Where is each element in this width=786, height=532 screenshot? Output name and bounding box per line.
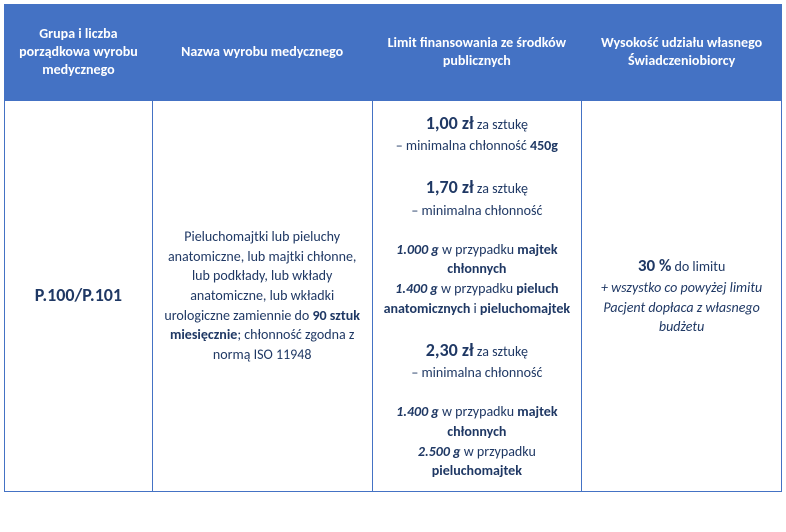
limit2-price: 1,70 zł	[426, 176, 474, 198]
group-code: P.100/P.101	[35, 284, 122, 306]
product-name-cell: Pieluchomajtki lub pieluchy anatomiczne,…	[152, 100, 372, 491]
limit3-d2-g: 2.500 g	[418, 443, 461, 460]
limit-row-1: 1,00 zł za sztukę – minimalna chłonność …	[373, 101, 582, 166]
limit-cell-1: 1,00 zł za sztukę – minimalna chłonność …	[373, 101, 582, 166]
limit3-per: za sztukę	[474, 343, 528, 360]
limit-row-2: 1,70 zł za sztukę – minimalna chłonność …	[373, 165, 582, 328]
limit2-d1-g: 1.000 g	[396, 241, 439, 258]
limit2-d2-txt: w przypadku	[438, 280, 516, 297]
limit2-per: za sztukę	[474, 180, 528, 197]
limit-row-3: 2,30 zł za sztukę – minimalna chłonność …	[373, 328, 582, 491]
body-row: P.100/P.101 Pieluchomajtki lub pieluchy …	[5, 100, 782, 491]
limits-cell: 1,00 zł za sztukę – minimalna chłonność …	[372, 100, 582, 491]
limit2-d2-bold2: pieluchomajtek	[480, 300, 570, 317]
limit-cell-2: 1,70 zł za sztukę – minimalna chłonność …	[373, 165, 582, 328]
limit3-d2-txt: w przypadku	[461, 443, 536, 460]
limit2-d2-g: 1.400 g	[395, 280, 438, 297]
share-to-limit: do limitu	[671, 258, 725, 275]
group-code-cell: P.100/P.101	[5, 100, 153, 491]
limit3-line2: – minimalna chłonność	[411, 364, 542, 381]
limits-inner-table: 1,00 zł za sztukę – minimalna chłonność …	[373, 101, 582, 491]
header-col3: Limit finansowania ze środków publicznyc…	[372, 5, 582, 101]
limit3-d1-g: 1.400 g	[396, 403, 439, 420]
limit2-d2-and: i	[470, 300, 480, 317]
limit2-d1-txt: w przypadku	[439, 241, 517, 258]
share-percent: 30 %	[638, 255, 671, 276]
limit1-per: za sztukę	[474, 116, 528, 133]
limit-cell-3: 2,30 zł za sztukę – minimalna chłonność …	[373, 328, 582, 491]
header-col1: Grupa i liczba porządkowa wyrobu medyczn…	[5, 5, 153, 101]
limit1-line2-bold: 450g	[530, 137, 558, 154]
header-col4: Wysokość udziału własnego Świadczeniobio…	[582, 5, 782, 101]
limit3-d1-txt: w przypadku	[439, 403, 517, 420]
limit1-price: 1,00 zł	[426, 112, 474, 134]
header-row: Grupa i liczba porządkowa wyrobu medyczn…	[5, 5, 782, 101]
share-cell: 30 % do limitu + wszystko co powyżej lim…	[582, 100, 782, 491]
limit1-line2-pre: – minimalna chłonność	[396, 137, 530, 154]
reimbursement-table: Grupa i liczba porządkowa wyrobu medyczn…	[4, 4, 782, 492]
limit2-line2: – minimalna chłonność	[411, 202, 542, 219]
share-note: + wszystko co powyżej limitu Pacjent dop…	[601, 279, 762, 335]
limit3-d2-bold: pieluchomajtek	[432, 462, 522, 479]
limit3-price: 2,30 zł	[426, 339, 474, 361]
header-col2: Nazwa wyrobu medycznego	[152, 5, 372, 101]
